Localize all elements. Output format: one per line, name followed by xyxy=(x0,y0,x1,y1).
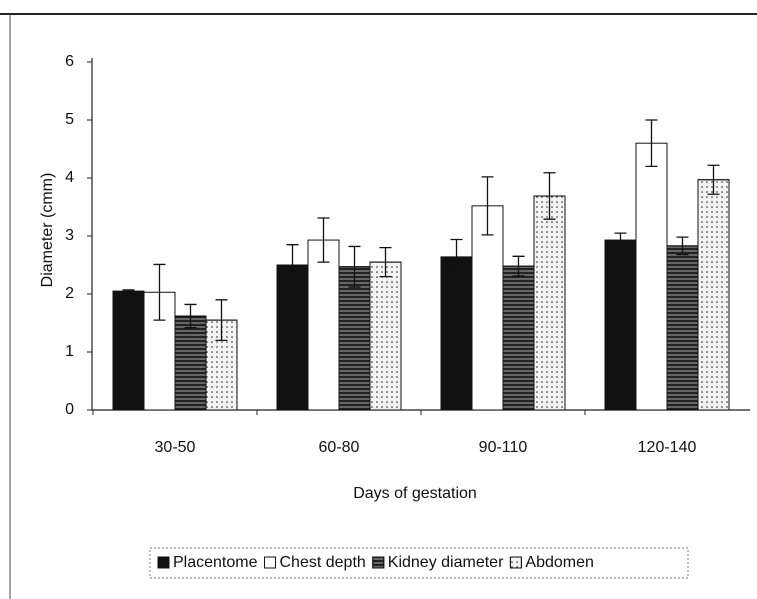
error-bar xyxy=(450,238,463,275)
y-tick-label: 5 xyxy=(65,111,74,128)
error-bar xyxy=(184,303,197,329)
x-tick-label: 120-140 xyxy=(638,439,697,456)
y-tick-label: 2 xyxy=(65,285,74,302)
y-tick-label: 4 xyxy=(65,169,74,186)
bar xyxy=(276,264,309,411)
bar xyxy=(440,256,473,411)
bar-pattern xyxy=(369,261,402,411)
legend-label: Abdomen xyxy=(525,554,594,571)
legend-swatch xyxy=(157,556,170,569)
x-tick-label: 90-110 xyxy=(479,439,528,456)
legend-label: Placentome xyxy=(173,554,258,571)
error-bar xyxy=(614,232,627,248)
error-bar xyxy=(543,172,556,220)
x-axis-label: Days of gestation xyxy=(353,485,477,502)
bar xyxy=(604,239,637,411)
error-bar xyxy=(215,299,228,342)
y-tick-label: 1 xyxy=(65,343,74,360)
error-bar xyxy=(153,263,166,321)
error-bar xyxy=(676,236,689,256)
legend-label: Kidney diameter xyxy=(388,554,504,571)
bar xyxy=(307,239,340,411)
bar-pattern xyxy=(697,179,730,411)
y-tick-label: 0 xyxy=(65,401,74,418)
bar-pattern xyxy=(533,195,566,411)
legend-swatch xyxy=(264,556,276,569)
bar xyxy=(635,142,668,411)
bar-pattern xyxy=(502,265,535,411)
x-tick-label: 60-80 xyxy=(319,439,360,456)
bar xyxy=(471,205,504,411)
error-bar xyxy=(286,244,299,286)
x-tick-label: 30-50 xyxy=(155,439,196,456)
legend-label: Chest depth xyxy=(280,554,366,571)
legend-box xyxy=(149,547,689,579)
bar-pattern xyxy=(666,245,699,411)
error-bar xyxy=(348,245,361,288)
y-axis-label: Diameter (cmm) xyxy=(39,173,56,288)
bar-pattern xyxy=(174,315,207,411)
y-tick-label: 3 xyxy=(65,227,74,244)
bar xyxy=(112,290,145,411)
error-bar xyxy=(317,217,330,263)
bar-pattern xyxy=(338,266,371,411)
error-bar xyxy=(379,246,392,278)
error-bar xyxy=(481,176,494,236)
error-bar xyxy=(645,119,658,168)
error-bar xyxy=(707,164,720,195)
error-bar xyxy=(122,289,135,293)
legend-swatch-pattern xyxy=(372,556,385,569)
error-bar xyxy=(512,255,525,277)
legend-swatch-pattern xyxy=(509,556,522,569)
y-tick-label: 6 xyxy=(65,53,74,70)
